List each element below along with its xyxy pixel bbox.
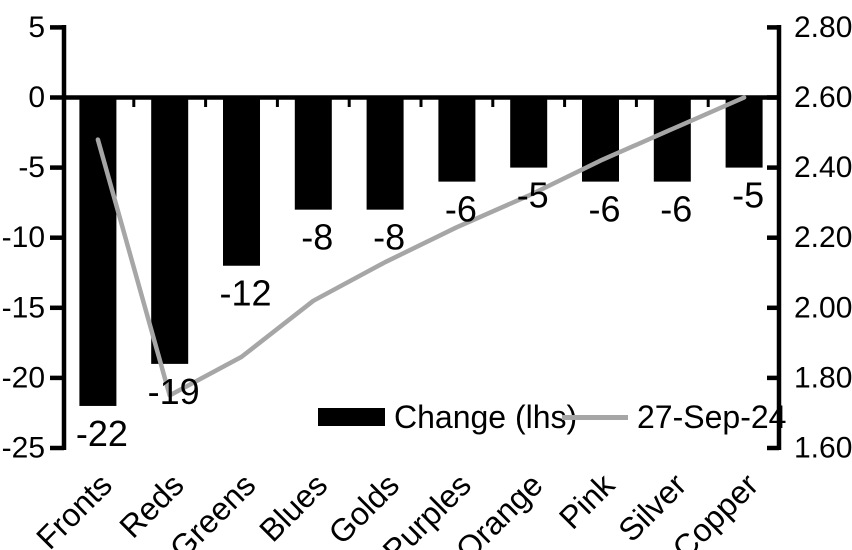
bar (510, 97, 548, 168)
left-axis-tick-label: -10 (2, 221, 45, 254)
bar-data-label: -5 (732, 175, 764, 216)
bar-data-label: -6 (660, 189, 692, 230)
bar (653, 97, 691, 182)
bar-data-label: -19 (148, 371, 200, 412)
category-label: Blues (252, 466, 334, 548)
left-axis-tick-label: -25 (2, 432, 45, 465)
bar (438, 97, 476, 182)
bar (151, 97, 189, 364)
category-label: Copper (665, 466, 765, 550)
right-axis-tick-label: 1.60 (794, 432, 852, 465)
bar-data-label: -5 (517, 175, 549, 216)
right-axis-tick-label: 1.80 (794, 361, 852, 394)
bar (725, 97, 763, 168)
category-label: Greens (163, 466, 263, 550)
right-axis-tick-label: 2.80 (794, 11, 852, 44)
legend-item-line: 27-Sep-24 (562, 401, 786, 433)
bar (79, 97, 117, 406)
bar (294, 97, 332, 210)
legend-line-swatch (562, 414, 628, 420)
right-axis-tick-label: 2.60 (794, 81, 852, 114)
bar (223, 97, 260, 266)
bar-data-label: -22 (76, 413, 128, 454)
legend-item-change: Change (lhs) (318, 401, 577, 433)
bar-data-label: -6 (588, 189, 620, 230)
bar (366, 97, 404, 210)
right-axis-tick-label: 2.00 (794, 291, 852, 324)
right-axis-tick-label: 2.40 (794, 151, 852, 184)
bar-data-label: -8 (373, 217, 405, 258)
category-label: Pink (552, 466, 622, 536)
legend-label-change: Change (lhs) (394, 399, 578, 435)
left-axis-tick-label: -5 (18, 151, 45, 184)
right-axis-tick-label: 2.20 (794, 221, 852, 254)
legend-bar-swatch (318, 408, 385, 426)
line-series-27-sep-24 (95, 95, 747, 398)
bar-data-label: -12 (219, 273, 271, 314)
left-axis-tick-label: -15 (2, 291, 45, 324)
bar-data-label: -6 (445, 189, 477, 230)
left-axis-tick-label: 0 (28, 81, 45, 114)
bar-data-label: -8 (301, 217, 333, 258)
legend-label-line: 27-Sep-24 (637, 399, 787, 435)
left-axis-tick-label: -20 (2, 361, 45, 394)
category-label: Fronts (29, 466, 119, 550)
left-axis-tick-label: 5 (28, 11, 45, 44)
